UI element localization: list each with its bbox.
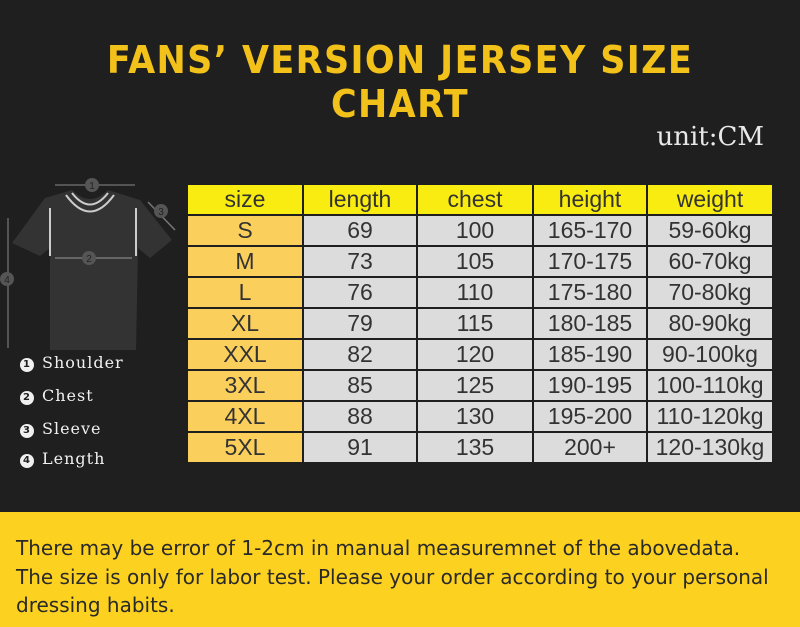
table-header-row: size length chest height weight bbox=[186, 183, 774, 216]
tshirt-diagram-icon: 1 2 3 4 bbox=[0, 178, 176, 350]
number-4-icon: 4 bbox=[20, 454, 34, 468]
table-cell: 120-130kg bbox=[646, 431, 774, 464]
table-cell: 195-200 bbox=[532, 400, 648, 433]
size-table: size length chest height weight S 69 100 165-170… bbox=[186, 183, 774, 464]
number-1-icon: 1 bbox=[20, 358, 34, 372]
table-cell: 100-110kg bbox=[646, 369, 774, 402]
table-cell: 100 bbox=[416, 214, 534, 247]
svg-text:1: 1 bbox=[89, 181, 95, 192]
table-cell: 69 bbox=[302, 214, 418, 247]
legend-item-length: 4 Length bbox=[20, 449, 105, 468]
table-cell: 190-195 bbox=[532, 369, 648, 402]
legend-label: Sleeve bbox=[42, 419, 102, 438]
table-cell: 135 bbox=[416, 431, 534, 464]
table-row: L 76 110 175-180 70-80kg bbox=[186, 276, 774, 309]
legend-label: Chest bbox=[42, 386, 94, 405]
legend-item-shoulder: 1 Shoulder bbox=[20, 353, 124, 372]
table-cell: 120 bbox=[416, 338, 534, 371]
notice-line-1: There may be error of 1-2cm in manual me… bbox=[16, 536, 741, 560]
table-cell: 90-100kg bbox=[646, 338, 774, 371]
column-header: length bbox=[302, 183, 418, 216]
svg-text:2: 2 bbox=[86, 254, 92, 265]
legend-label: Length bbox=[42, 449, 106, 468]
table-cell: 88 bbox=[302, 400, 418, 433]
table-cell: 175-180 bbox=[532, 276, 648, 309]
legend-label: Shoulder bbox=[42, 353, 124, 372]
table-cell: 70-80kg bbox=[646, 276, 774, 309]
table-cell: M bbox=[186, 245, 304, 278]
table-cell: S bbox=[186, 214, 304, 247]
table-cell: 5XL bbox=[186, 431, 304, 464]
table-cell: L bbox=[186, 276, 304, 309]
svg-text:3: 3 bbox=[158, 207, 164, 218]
table-cell: 130 bbox=[416, 400, 534, 433]
table-cell: 105 bbox=[416, 245, 534, 278]
notice-line-2: The size is only for labor test. Please … bbox=[16, 565, 769, 589]
number-3-icon: 3 bbox=[20, 424, 34, 438]
table-row: XL 79 115 180-185 80-90kg bbox=[186, 307, 774, 340]
column-header: height bbox=[532, 183, 648, 216]
column-header: weight bbox=[646, 183, 774, 216]
legend-item-sleeve: 3 Sleeve bbox=[20, 419, 102, 438]
table-cell: 76 bbox=[302, 276, 418, 309]
table-row: S 69 100 165-170 59-60kg bbox=[186, 214, 774, 247]
table-row: 3XL 85 125 190-195 100-110kg bbox=[186, 369, 774, 402]
table-cell: 59-60kg bbox=[646, 214, 774, 247]
table-row: 5XL 91 135 200+ 120-130kg bbox=[186, 431, 774, 464]
table-cell: 79 bbox=[302, 307, 418, 340]
table-cell: 165-170 bbox=[532, 214, 648, 247]
table-cell: 4XL bbox=[186, 400, 304, 433]
unit-label: unit:CM bbox=[656, 122, 764, 152]
table-cell: 110-120kg bbox=[646, 400, 774, 433]
table-row: 4XL 88 130 195-200 110-120kg bbox=[186, 400, 774, 433]
table-cell: 60-70kg bbox=[646, 245, 774, 278]
table-cell: 170-175 bbox=[532, 245, 648, 278]
table-cell: 85 bbox=[302, 369, 418, 402]
table-row: XXL 82 120 185-190 90-100kg bbox=[186, 338, 774, 371]
svg-text:4: 4 bbox=[4, 275, 10, 286]
table-cell: XL bbox=[186, 307, 304, 340]
table-cell: 80-90kg bbox=[646, 307, 774, 340]
column-header: chest bbox=[416, 183, 534, 216]
table-cell: 91 bbox=[302, 431, 418, 464]
table-cell: 185-190 bbox=[532, 338, 648, 371]
table-cell: 110 bbox=[416, 276, 534, 309]
page-title: FANS’ VERSION JERSEY SIZE CHART bbox=[106, 38, 694, 126]
table-cell: XXL bbox=[186, 338, 304, 371]
notice-banner: There may be error of 1-2cm in manual me… bbox=[0, 512, 800, 627]
table-cell: 125 bbox=[416, 369, 534, 402]
number-2-icon: 2 bbox=[20, 391, 34, 405]
table-cell: 180-185 bbox=[532, 307, 648, 340]
table-cell: 200+ bbox=[532, 431, 648, 464]
table-cell: 82 bbox=[302, 338, 418, 371]
table-cell: 115 bbox=[416, 307, 534, 340]
table-cell: 73 bbox=[302, 245, 418, 278]
notice-line-3: dressing habits. bbox=[16, 593, 175, 617]
table-row: M 73 105 170-175 60-70kg bbox=[186, 245, 774, 278]
legend-item-chest: 2 Chest bbox=[20, 386, 94, 405]
column-header: size bbox=[186, 183, 304, 216]
table-cell: 3XL bbox=[186, 369, 304, 402]
